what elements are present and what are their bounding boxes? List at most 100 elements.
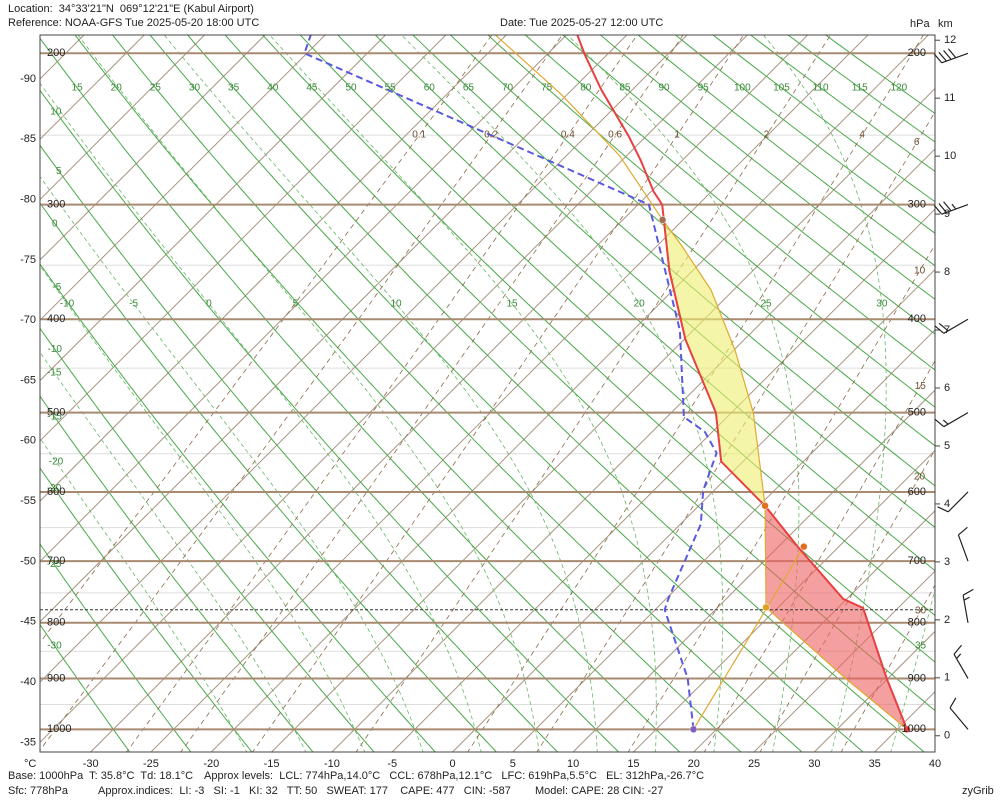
km-unit: km xyxy=(938,18,953,30)
isotherm xyxy=(633,449,935,752)
dry-adiabat-label: -10 xyxy=(47,344,62,355)
dry-adiabat xyxy=(524,35,935,371)
isotherm xyxy=(150,35,869,752)
km-tick-label: 0 xyxy=(944,730,950,742)
isotherm xyxy=(40,35,266,261)
dry-adiabat-label: 0 xyxy=(52,218,58,229)
location: Location: 34°33'21"N 069°12'21"E (Kabul … xyxy=(8,3,254,15)
dry-adiabat-label: 50 xyxy=(345,82,357,93)
left-tick-label: -85 xyxy=(20,133,36,145)
dry-adiabat xyxy=(40,263,436,752)
level-marker xyxy=(762,603,770,612)
moist-adiabat xyxy=(400,35,724,752)
dry-adiabat xyxy=(40,395,314,752)
brand: zyGrib xyxy=(962,785,994,797)
dry-adiabat-label: 100 xyxy=(734,82,751,93)
pressure-label-left: 900 xyxy=(47,672,65,684)
level-marker xyxy=(761,502,769,510)
footer-levels: Approx levels: LCL: 774hPa,14.0°C CCL: 6… xyxy=(204,770,704,782)
mixing-ratio-label: 2 xyxy=(764,130,770,141)
dry-adiabat xyxy=(40,144,559,752)
dewpoint-line xyxy=(303,35,718,730)
dry-adiabat xyxy=(224,35,935,712)
x-tick-label: 15 xyxy=(627,758,639,770)
mixing-ratio-line xyxy=(627,244,935,752)
dry-adiabat xyxy=(262,35,935,663)
mixing-ratio-label: 30 xyxy=(915,606,927,617)
pressure-label-right: 700 xyxy=(908,555,926,567)
wind-barb xyxy=(957,526,969,562)
dry-adiabat-label: -5 xyxy=(52,282,61,293)
wind-barb xyxy=(953,644,969,679)
isotherm xyxy=(40,35,326,321)
dry-adiabat-label: 95 xyxy=(698,82,710,93)
wind-barb xyxy=(962,588,974,623)
moist-adiabat xyxy=(40,265,366,752)
isotherm xyxy=(40,35,567,563)
dry-adiabat-label: 65 xyxy=(463,82,475,93)
mixing-ratio-label: 10 xyxy=(914,266,926,277)
mixing-ratio-label: 0.1 xyxy=(412,130,426,141)
footer-model: Model: CAPE: 28 CIN: -27 xyxy=(535,785,663,797)
cape-area xyxy=(662,219,766,507)
mixing-ratio-line xyxy=(703,360,935,752)
dry-adiabat-label: -25 xyxy=(47,559,62,570)
moist-adiabat-label: -5 xyxy=(129,298,138,309)
x-tick-label: 0 xyxy=(449,758,455,770)
left-tick-label: -60 xyxy=(20,435,36,447)
mixing-ratio-line xyxy=(536,111,935,752)
dry-adiabat-label: 110 xyxy=(813,82,829,93)
plot-area xyxy=(40,35,935,752)
wind-barb xyxy=(933,48,969,64)
dry-adiabat xyxy=(111,35,803,752)
wind-barb xyxy=(934,318,969,334)
x-tick-label: 10 xyxy=(567,758,579,770)
moist-adiabat-label: -10 xyxy=(60,298,75,309)
overlay xyxy=(658,216,911,734)
dry-adiabat-label: 115 xyxy=(852,82,868,93)
dry-adiabat xyxy=(40,37,681,752)
moist-adiabat-label: 0 xyxy=(206,298,212,309)
dry-adiabat xyxy=(40,327,375,752)
dry-adiabat-label: 40 xyxy=(267,82,279,93)
dry-adiabat-label: 80 xyxy=(580,82,592,93)
km-tick-label: 5 xyxy=(944,440,950,452)
dry-adiabat xyxy=(149,35,864,752)
left-tick-label: -65 xyxy=(20,374,36,386)
mixing-ratio-line xyxy=(467,35,924,752)
moist-adiabat-label: -15 xyxy=(47,367,62,378)
dry-adiabat-label: 105 xyxy=(773,82,790,93)
dry-adiabat xyxy=(562,35,935,335)
dry-adiabat xyxy=(449,35,935,447)
footer-indices: Approx.indices: LI: -3 SI: -1 KI: 32 TT:… xyxy=(98,785,511,797)
x-tick-label: 30 xyxy=(808,758,820,770)
dry-adiabat xyxy=(40,467,253,752)
wind-barb xyxy=(933,201,969,215)
mixing-ratio-label: 4 xyxy=(859,130,865,141)
dry-adiabat-label: -20 xyxy=(47,483,62,494)
mixing-ratio-label: 15 xyxy=(915,381,927,392)
isotherm xyxy=(271,87,935,752)
dry-adiabat-label: 10 xyxy=(50,107,62,118)
dry-adiabat-label: 75 xyxy=(541,82,553,93)
pressure-label-left: 400 xyxy=(47,313,65,325)
isotherm xyxy=(210,35,929,752)
cin-area xyxy=(765,505,907,730)
dry-adiabat xyxy=(487,35,935,408)
footer-base: Base: 1000hPa T: 35.8°C Td: 18.1°C xyxy=(8,770,193,782)
isotherm xyxy=(753,570,935,752)
pressure-label-right: 900 xyxy=(908,672,926,684)
isotherm xyxy=(40,35,507,502)
wind-barb xyxy=(934,412,969,428)
moist-adiabat xyxy=(566,35,800,752)
moist-adiabat-label: 5 xyxy=(293,298,299,309)
left-tick-label: -75 xyxy=(20,254,36,266)
dry-adiabat-label: 30 xyxy=(189,82,201,93)
pressure-label-left: 700 xyxy=(47,555,65,567)
dry-adiabat-label: 120 xyxy=(891,82,908,93)
moist-adiabat-label: 35 xyxy=(915,640,927,651)
dry-adiabat-label: -30 xyxy=(47,640,62,651)
dry-adiabat-label: 35 xyxy=(228,82,240,93)
isotherm xyxy=(40,35,688,683)
wind-barb xyxy=(937,491,969,513)
